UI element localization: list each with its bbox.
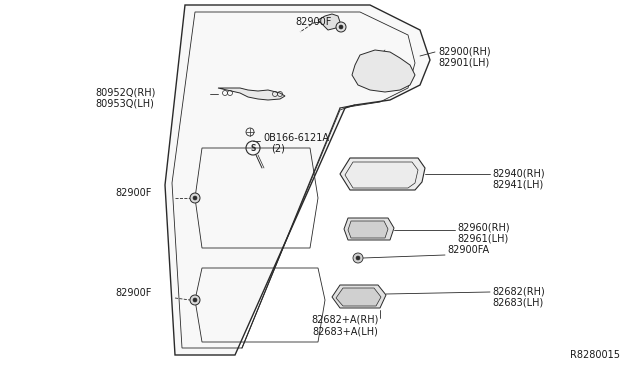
- Text: R8280015: R8280015: [570, 350, 620, 360]
- Circle shape: [339, 25, 343, 29]
- Text: S: S: [250, 144, 256, 153]
- Text: 82682+A(RH)
82683+A(LH): 82682+A(RH) 82683+A(LH): [311, 315, 379, 337]
- Polygon shape: [340, 158, 425, 190]
- Text: 82900F: 82900F: [115, 188, 152, 198]
- Circle shape: [190, 193, 200, 203]
- Circle shape: [336, 22, 346, 32]
- Text: 82960(RH)
82961(LH): 82960(RH) 82961(LH): [457, 222, 509, 244]
- Polygon shape: [344, 218, 394, 240]
- Polygon shape: [318, 14, 340, 30]
- Text: 0B166-6121A: 0B166-6121A: [263, 133, 329, 143]
- Text: 82900F: 82900F: [115, 288, 152, 298]
- Circle shape: [353, 253, 363, 263]
- Text: (2): (2): [271, 143, 285, 153]
- Polygon shape: [336, 288, 381, 306]
- Polygon shape: [352, 50, 415, 92]
- Text: 82682(RH)
82683(LH): 82682(RH) 82683(LH): [492, 286, 545, 308]
- Polygon shape: [218, 88, 285, 100]
- Circle shape: [190, 295, 200, 305]
- Text: 82900(RH)
82901(LH): 82900(RH) 82901(LH): [438, 46, 491, 68]
- Polygon shape: [348, 221, 388, 238]
- Text: 82900FA: 82900FA: [447, 245, 489, 255]
- Text: 82940(RH)
82941(LH): 82940(RH) 82941(LH): [492, 168, 545, 190]
- Text: 80952Q(RH)
80953Q(LH): 80952Q(RH) 80953Q(LH): [95, 87, 156, 109]
- Text: 82900F: 82900F: [295, 17, 332, 27]
- Polygon shape: [332, 285, 386, 308]
- Polygon shape: [165, 5, 430, 355]
- Circle shape: [193, 196, 197, 200]
- Circle shape: [193, 298, 197, 302]
- Circle shape: [356, 256, 360, 260]
